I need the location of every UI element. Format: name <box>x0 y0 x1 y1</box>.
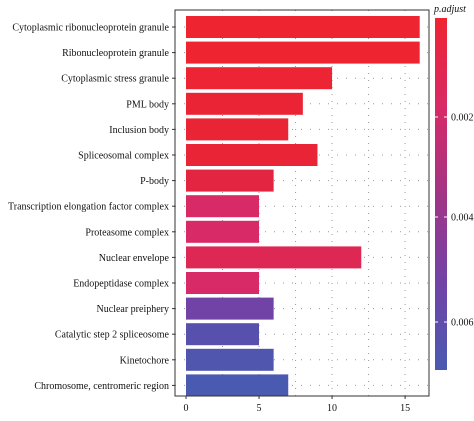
bars <box>186 16 420 397</box>
bar <box>186 169 274 192</box>
category-label: Proteasome complex <box>85 227 169 238</box>
x-tick-label: 10 <box>327 403 337 414</box>
category-label: Transcription elongation factor complex <box>8 202 169 213</box>
category-labels: Cytoplasmic ribonucleoprotein granule Rib… <box>8 23 175 392</box>
category-label: Ribonucleoprotein granule <box>62 48 169 59</box>
bar <box>186 118 289 141</box>
bar <box>186 67 333 90</box>
category-label: Spliceosomal complex <box>78 151 169 162</box>
category-label: Nuclear preiphery <box>97 304 169 315</box>
x-tick-label: 15 <box>400 403 410 414</box>
category-label: Cytoplasmic stress granule <box>61 74 169 85</box>
bar <box>186 246 362 269</box>
bar <box>186 348 274 371</box>
category-label: Chromosome, centromeric region <box>34 381 169 392</box>
x-tick-label: 0 <box>184 403 189 414</box>
legend-tick-label: 0.006 <box>451 318 474 329</box>
bar <box>186 144 318 166</box>
legend-title: p.adjust <box>433 4 466 15</box>
x-axis: 0 5 10 15 <box>184 396 410 414</box>
category-label: Kinetochore <box>120 355 170 366</box>
category-label: Nuclear envelope <box>99 253 170 264</box>
color-legend: p.adjust 0.002 0.004 0.006 <box>433 4 474 370</box>
category-label: Cytoplasmic ribonucleoprotein granule <box>12 23 169 34</box>
bar <box>186 374 289 397</box>
category-label: P-body <box>140 176 169 187</box>
legend-tick-label: 0.002 <box>451 113 474 124</box>
bar <box>186 195 260 218</box>
legend-colorbar <box>435 18 447 370</box>
category-label: Endopeptidase complex <box>73 279 169 290</box>
bar <box>186 92 303 115</box>
bar <box>186 297 274 320</box>
category-label: Catalytic step 2 spliceosome <box>55 330 170 341</box>
bar <box>186 272 260 294</box>
bar <box>186 323 260 346</box>
x-tick-label: 5 <box>257 403 262 414</box>
category-label: Inclusion body <box>109 125 169 136</box>
plot-border <box>174 9 430 397</box>
bar <box>186 16 420 38</box>
bar <box>186 41 420 64</box>
legend-tick-label: 0.004 <box>451 213 474 224</box>
category-label: PML body <box>126 99 169 110</box>
bar <box>186 220 260 243</box>
